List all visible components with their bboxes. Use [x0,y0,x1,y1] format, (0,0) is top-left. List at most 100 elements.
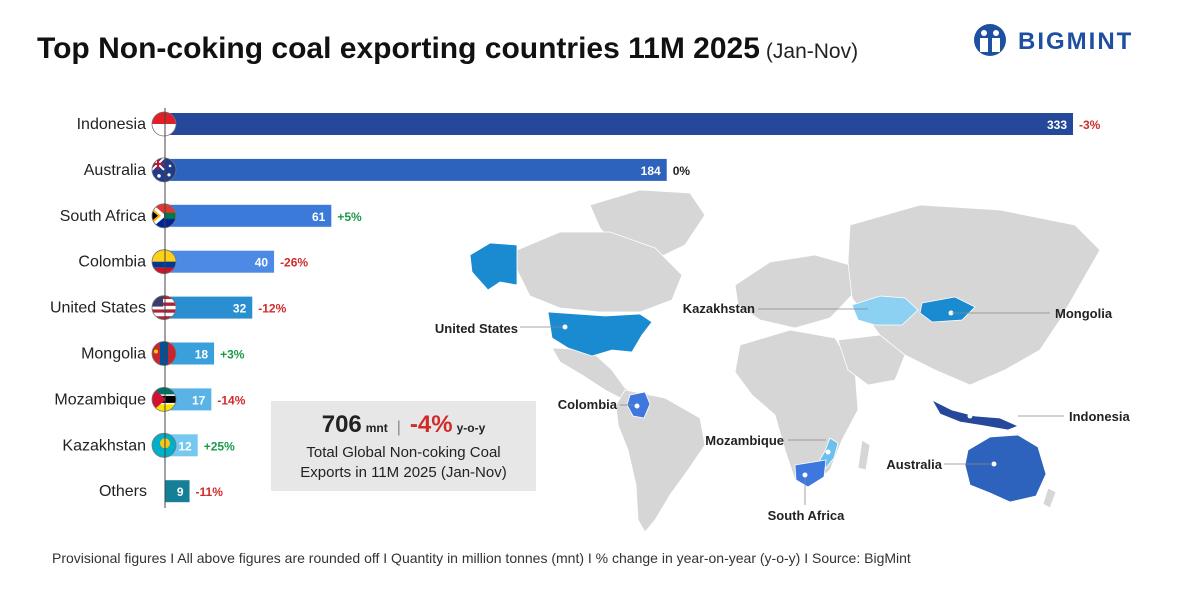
flag-colombia-icon [152,249,176,274]
colombia-marker [634,403,640,409]
category-label: Others [99,483,147,500]
bar-row: 61 +5% South Africa [60,203,362,229]
flag [151,203,177,229]
usa-shape [547,311,653,357]
brand-logo: BIGMINT [972,22,1162,58]
australia-marker [991,461,997,467]
summary-description: Total Global Non-coking Coal Exports in … [271,443,536,483]
south-africa-shape [794,459,827,488]
summary-unit: mnt [365,421,388,435]
map-label-united-states: United States [435,321,518,336]
bar-change-label: +25% [204,439,235,453]
flag [151,432,177,458]
bar-change-label: -26% [280,256,308,270]
summary-total: 706 [321,411,362,438]
summary-change: -4% [409,411,453,438]
bar-value-label: 333 [1047,118,1067,132]
page-title: Top Non-coking coal exporting countries … [37,32,858,66]
flag [151,157,177,183]
bar-row: 184 0% Australia [84,157,691,183]
flag [151,249,177,275]
bar-change-label: -14% [217,393,245,407]
category-label: South Africa [60,208,146,225]
europe-shape [734,254,853,329]
canada-shape [516,231,683,313]
bar-row: 333 -3% Indonesia [77,111,1101,137]
summary-headline: 706 mnt | -4% y-o-y [271,411,536,439]
flag [151,341,177,366]
south-america-shape [615,389,706,533]
map-label-indonesia: Indonesia [1069,409,1130,424]
category-label: United States [50,300,146,317]
bar-row: 18 +3% Mongolia [81,341,245,366]
bar [165,296,253,319]
alaska-shape [469,242,518,291]
bar-row: 17 -14% Mozambique [54,386,246,412]
map-label-kazakhstan: Kazakhstan [683,301,755,316]
bar-row: 40 -26% Colombia [78,249,308,275]
category-label: Mongolia [81,346,146,363]
title-period: (Jan-Nov) [765,40,859,63]
madagascar-shape [857,439,871,471]
mongolia-marker [948,310,954,316]
flag [151,111,177,137]
bar-change-label: -11% [196,485,224,499]
bar-value-label: 61 [312,210,326,224]
category-label: Australia [84,162,146,179]
map-highlights [469,242,1047,503]
bar-change-label: +5% [337,210,362,224]
flag [151,386,177,412]
flag [151,295,177,321]
bar-row: 32 -12% United States [50,295,287,321]
summary-callout: 706 mnt | -4% y-o-y Total Global Non-coking … [271,401,536,491]
new-zealand-shape [1042,487,1057,509]
map-labels: United States Kazakhstan Mongolia Colomb… [435,301,1131,523]
bar-change-label: 0% [673,164,691,178]
category-label: Kazakhstan [62,437,146,454]
bar-row: 12 +25% Kazakhstan [62,432,235,458]
map-label-mozambique: Mozambique [705,433,784,448]
bar-value-label: 40 [255,256,269,270]
flag-mozambique-icon [152,387,176,412]
bar-change-label: -12% [258,302,286,316]
kazakhstan-shape [851,295,919,326]
flag-australia-icon [152,157,176,182]
bar [165,388,212,411]
category-label: Indonesia [77,116,146,133]
summary-desc-line2: Exports in 11M 2025 (Jan-Nov) [300,464,507,481]
flag-mongolia-icon [152,341,176,366]
summary-change-label: y-o-y [456,421,486,435]
flag-united-states-icon [152,295,176,320]
usa-marker [562,324,568,330]
bar [165,113,1073,135]
bars-layer: 333 -3% Indonesia 184 0% Australia 61 +5% South … [50,111,1101,503]
bar [165,250,275,273]
map-label-south-africa: South Africa [768,508,846,523]
bar-row: 9 -11% Others [99,480,224,503]
title-main: Top Non-coking coal exporting countries … [37,32,760,65]
bigmint-logo-icon [974,24,1006,56]
mongolia-shape [919,296,976,323]
bar-value-label: 9 [177,485,184,499]
bar [165,342,215,365]
category-label: Colombia [78,254,146,271]
bar-value-label: 32 [233,302,247,316]
bar-value-label: 184 [641,164,661,178]
map-markers [562,310,997,478]
flag-south-africa-icon [152,203,176,228]
brand-name: BIGMINT [1018,28,1134,55]
bar-change-label: -3% [1079,118,1101,132]
flag-kazakhstan-icon [152,433,176,458]
indonesia-shape [930,399,1020,431]
bar-value-label: 12 [178,439,192,453]
map-label-mongolia: Mongolia [1055,306,1113,321]
map-label-colombia: Colombia [558,397,618,412]
mozambique-marker [825,449,831,455]
bar-change-label: +3% [220,348,245,362]
flag-indonesia-icon [152,112,176,136]
indonesia-marker [967,413,973,419]
south-africa-marker [802,472,808,478]
summary-separator: | [396,419,401,436]
